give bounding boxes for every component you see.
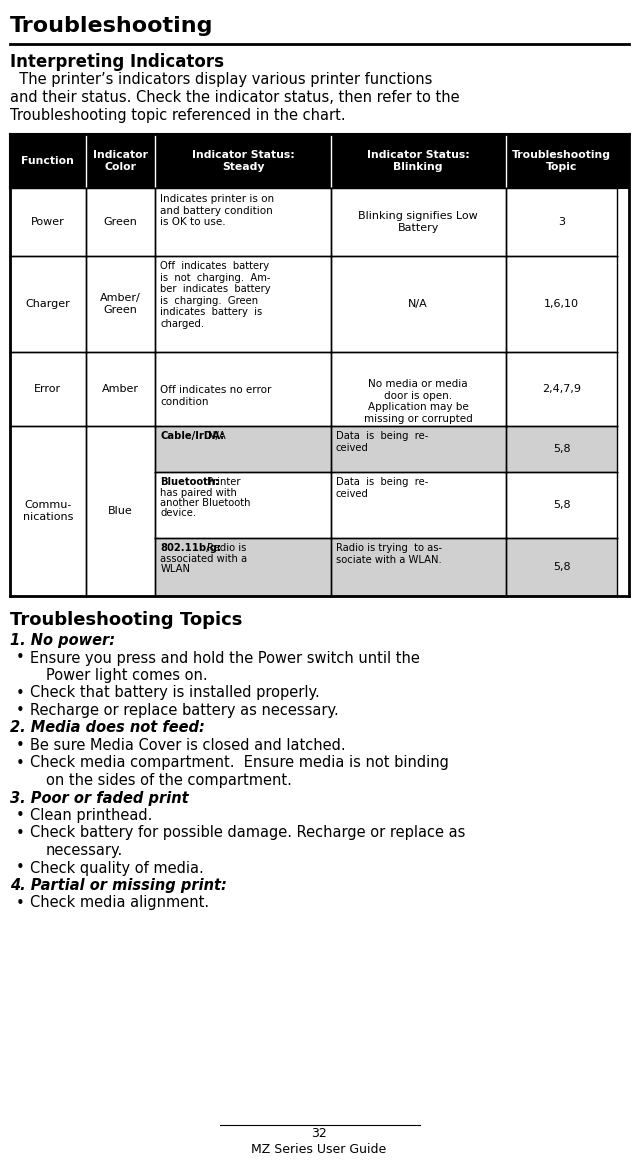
Bar (330, 537, 506, 596)
Text: Indicator Status:
Steady: Indicator Status: Steady (192, 150, 295, 172)
Text: another Bluetooth: another Bluetooth (160, 498, 251, 508)
Bar (330, 472, 506, 537)
Text: Check battery for possible damage. Recharge or replace as: Check battery for possible damage. Recha… (30, 826, 465, 841)
Bar (330, 352, 506, 426)
Text: Check quality of media.: Check quality of media. (30, 861, 204, 876)
Bar (155, 256, 330, 352)
Bar (506, 352, 617, 426)
Text: 2,4,7,9: 2,4,7,9 (542, 384, 581, 393)
Bar (155, 426, 330, 472)
Text: •: • (16, 861, 25, 876)
Text: 4. Partial or missing print:: 4. Partial or missing print: (10, 878, 227, 893)
Text: on the sides of the compartment.: on the sides of the compartment. (46, 773, 292, 788)
Bar (506, 256, 617, 352)
Bar (86, 256, 155, 352)
Text: Be sure Media Cover is closed and latched.: Be sure Media Cover is closed and latche… (30, 738, 346, 753)
Text: 32: 32 (311, 1127, 327, 1141)
Text: Function: Function (21, 156, 74, 166)
Text: N/A: N/A (208, 431, 226, 441)
Bar (155, 352, 330, 426)
Text: Interpreting Indicators: Interpreting Indicators (10, 53, 224, 71)
Text: MZ Series User Guide: MZ Series User Guide (251, 1143, 387, 1156)
Text: Power: Power (31, 217, 65, 227)
Text: Indicator
Color: Indicator Color (93, 150, 148, 172)
Text: Check media alignment.: Check media alignment. (30, 896, 209, 911)
Text: Data  is  being  re-
ceived: Data is being re- ceived (335, 431, 428, 453)
Text: Amber: Amber (102, 384, 139, 393)
Text: Indicates printer is on
and battery condition
is OK to use.: Indicates printer is on and battery cond… (160, 194, 275, 227)
Bar (506, 537, 617, 596)
Text: •: • (16, 651, 25, 665)
Bar (330, 426, 506, 472)
Bar (86, 426, 155, 596)
Text: associated with a: associated with a (160, 554, 247, 563)
Text: Indicator Status:
Blinking: Indicator Status: Blinking (367, 150, 470, 172)
Text: Clean printhead.: Clean printhead. (30, 808, 152, 823)
Text: Troubleshooting
Topic: Troubleshooting Topic (512, 150, 611, 172)
Text: and their status. Check the indicator status, then refer to the: and their status. Check the indicator st… (10, 90, 459, 105)
Text: Off  indicates  battery
is  not  charging.  Am-
ber  indicates  battery
is  char: Off indicates battery is not charging. A… (160, 261, 271, 329)
Text: 3. Poor or faded print: 3. Poor or faded print (10, 790, 189, 806)
Text: •: • (16, 703, 25, 718)
Text: Check that battery is installed properly.: Check that battery is installed properly… (30, 685, 320, 700)
Text: Charger: Charger (26, 299, 70, 309)
Bar (155, 537, 330, 596)
Bar (10, 189, 86, 256)
Text: 5,8: 5,8 (553, 500, 571, 511)
Text: The printer’s indicators display various printer functions: The printer’s indicators display various… (10, 71, 433, 87)
Text: Recharge or replace battery as necessary.: Recharge or replace battery as necessary… (30, 703, 339, 718)
Text: Commu-
nications: Commu- nications (22, 500, 73, 522)
Text: Error: Error (35, 384, 61, 393)
Text: No media or media
door is open.
Application may be
missing or corrupted: No media or media door is open. Applicat… (364, 379, 473, 424)
Text: Radio is trying  to as-
sociate with a WLAN.: Radio is trying to as- sociate with a WL… (335, 543, 442, 564)
Bar (155, 189, 330, 256)
Text: •: • (16, 826, 25, 841)
Bar (86, 189, 155, 256)
Bar (10, 256, 86, 352)
Text: N/A: N/A (408, 299, 428, 309)
Text: Green: Green (104, 217, 137, 227)
Bar (330, 189, 506, 256)
Bar (10, 426, 86, 596)
Text: Power light comes on.: Power light comes on. (46, 667, 208, 683)
Text: 5,8: 5,8 (553, 444, 571, 454)
Bar (330, 256, 506, 352)
Text: Off indicates no error
condition: Off indicates no error condition (160, 385, 272, 406)
Text: Troubleshooting topic referenced in the chart.: Troubleshooting topic referenced in the … (10, 108, 346, 123)
Text: •: • (16, 738, 25, 753)
Text: •: • (16, 755, 25, 771)
Text: Check media compartment.  Ensure media is not binding: Check media compartment. Ensure media is… (30, 755, 449, 771)
Text: •: • (16, 896, 25, 911)
Text: Amber/
Green: Amber/ Green (100, 293, 141, 315)
Bar (506, 472, 617, 537)
Text: Data  is  being  re-
ceived: Data is being re- ceived (335, 477, 428, 499)
Text: 5,8: 5,8 (553, 562, 571, 571)
Text: Printer: Printer (204, 477, 240, 487)
Text: 802.11b/g:: 802.11b/g: (160, 543, 222, 553)
Text: 1. No power:: 1. No power: (10, 634, 115, 648)
Bar (155, 472, 330, 537)
Text: necessary.: necessary. (46, 843, 123, 858)
Text: •: • (16, 808, 25, 823)
Text: Bluetooth:: Bluetooth: (160, 477, 220, 487)
Bar (10, 352, 86, 426)
Text: has paired with: has paired with (160, 487, 237, 498)
Bar (86, 352, 155, 426)
Text: WLAN: WLAN (160, 564, 190, 574)
Text: 3: 3 (558, 217, 565, 227)
Text: device.: device. (160, 508, 197, 519)
Text: Radio is: Radio is (204, 543, 247, 553)
Text: Blinking signifies Low
Battery: Blinking signifies Low Battery (358, 211, 478, 233)
Bar (10, 133, 629, 189)
Text: Cable/IrDA:: Cable/IrDA: (160, 431, 224, 441)
Text: Troubleshooting Topics: Troubleshooting Topics (10, 611, 242, 629)
Text: Blue: Blue (108, 506, 133, 516)
Text: Ensure you press and hold the Power switch until the: Ensure you press and hold the Power swit… (30, 651, 420, 665)
Text: •: • (16, 685, 25, 700)
Bar (506, 189, 617, 256)
Text: 2. Media does not feed:: 2. Media does not feed: (10, 720, 205, 735)
Bar (506, 426, 617, 472)
Text: 1,6,10: 1,6,10 (544, 299, 579, 309)
Text: Troubleshooting: Troubleshooting (10, 16, 213, 36)
